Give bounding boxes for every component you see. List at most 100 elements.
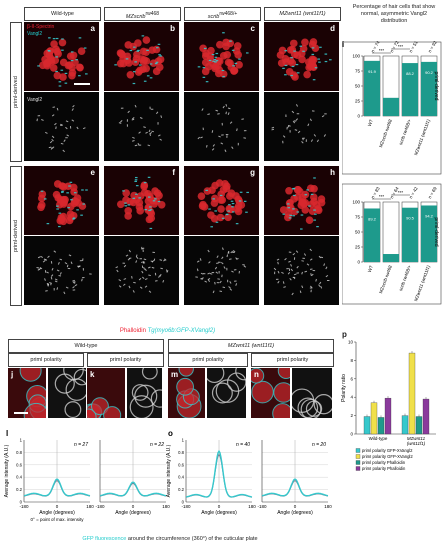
gray-dot: [51, 267, 54, 271]
gray-dot: [313, 134, 317, 137]
subhead-2: primI polarity: [87, 353, 164, 367]
y-axis-label-2: Average intensity (A.U.): [166, 444, 172, 497]
cell-red: [50, 40, 58, 48]
gray-dot: [271, 126, 275, 129]
gray-dot: [295, 118, 299, 121]
cell-ring: [297, 397, 319, 418]
sig-label: ***: [379, 194, 385, 199]
gray-dot: [211, 272, 215, 274]
vangl-dot: [208, 59, 212, 62]
vangl-dot: [55, 70, 58, 73]
gray-dot: [208, 261, 211, 264]
x-tick-label: 180: [86, 504, 94, 509]
x-tick-label: 180: [324, 504, 332, 509]
micrograph-color-5: f: [104, 166, 179, 235]
gray-dot: [53, 250, 57, 253]
vangl-dot: [125, 58, 129, 60]
col-header-mzwnt11: MZwnt11 (wnt11f1): [264, 7, 341, 21]
vangl-dot: [146, 75, 150, 77]
gray-dot: [207, 249, 210, 253]
n-label: n = 27: [74, 442, 88, 448]
gray-dot: [128, 257, 132, 259]
gray-dot: [78, 265, 81, 268]
gray-dot: [51, 114, 55, 117]
vangl-dot: [69, 181, 73, 183]
cell-red: [305, 216, 314, 224]
gray-dot: [243, 265, 247, 268]
panel-p-chart: 0 2 4 6 8 10 Polarity ratio Wild-type MZwnt11(wn…: [341, 340, 436, 471]
gray-dot: [118, 122, 122, 124]
gray-dot: [82, 267, 84, 271]
vangl-dot: [72, 218, 75, 220]
bg: [184, 236, 259, 305]
cell-ring: [91, 397, 109, 416]
gray-dot: [155, 111, 159, 115]
vangl-dot: [238, 58, 241, 60]
cell-red: [49, 64, 58, 72]
gray-dot: [148, 274, 151, 277]
bg: [24, 92, 99, 161]
cell-ring: [300, 398, 322, 418]
cell-red: [145, 215, 154, 224]
gray-dot: [74, 284, 78, 287]
cell-red: [64, 61, 73, 70]
gray-dot: [154, 280, 158, 282]
vangl-dot: [295, 63, 299, 66]
cell-red: [133, 50, 141, 59]
gray-dot: [289, 277, 292, 281]
vangl-dot: [290, 57, 293, 59]
bar: [377, 417, 385, 435]
gray-dot: [301, 285, 304, 289]
bar: [401, 415, 409, 435]
intensity-curve: [185, 449, 253, 498]
gray-dot: [135, 260, 138, 263]
vangl-dot: [70, 51, 74, 53]
gray-dot: [165, 269, 168, 273]
gray-dot: [228, 258, 232, 260]
vangl-dot: [58, 212, 62, 214]
cell-red: [201, 67, 210, 76]
gray-dot: [51, 146, 55, 149]
vangl-dot: [282, 213, 286, 215]
gray-dot: [200, 136, 203, 139]
gray-dot: [115, 266, 119, 269]
y-tick-label: 75: [355, 215, 361, 220]
vangl-dot: [213, 58, 217, 61]
micrograph-gray-7: [264, 236, 339, 305]
gray-dot: [157, 134, 161, 137]
gray-dot: [207, 277, 211, 281]
panel-letter-j: j: [11, 370, 14, 379]
gray-dot: [139, 117, 143, 119]
gray-dot: [141, 265, 144, 269]
gray-dot: [287, 271, 291, 275]
cell-red: [148, 46, 156, 54]
cell-red: [215, 40, 224, 49]
gray-dot: [65, 126, 68, 130]
gray-dot: [151, 260, 155, 263]
vangl-dot: [155, 61, 159, 63]
cell-red: [310, 193, 318, 202]
vangl-dot: [149, 227, 153, 230]
gray-dot: [323, 263, 326, 267]
vangl-dot: [83, 47, 87, 49]
micrograph-cell-4: m: [168, 368, 205, 418]
gray-dot: [60, 142, 64, 145]
bg: [24, 236, 99, 305]
vangl-dot: [159, 55, 163, 57]
gray-dot: [284, 257, 287, 261]
gray-dot: [67, 267, 71, 270]
gray-dot: [72, 104, 75, 108]
cell-red: [124, 212, 132, 220]
cell-red: [303, 70, 311, 79]
gray-dot: [69, 126, 72, 129]
gray-dot: [217, 113, 220, 115]
gray-dot: [221, 274, 223, 278]
x-axis-label: Angle (degrees): [39, 510, 75, 516]
gray-dot: [147, 266, 151, 269]
group-label-2: (wnt11f1): [407, 441, 426, 446]
micrograph-gray-5: [104, 236, 179, 305]
cell-red: [73, 194, 82, 202]
gray-dot: [277, 280, 280, 284]
gray-dot: [318, 284, 321, 287]
cell-red: [201, 58, 210, 67]
